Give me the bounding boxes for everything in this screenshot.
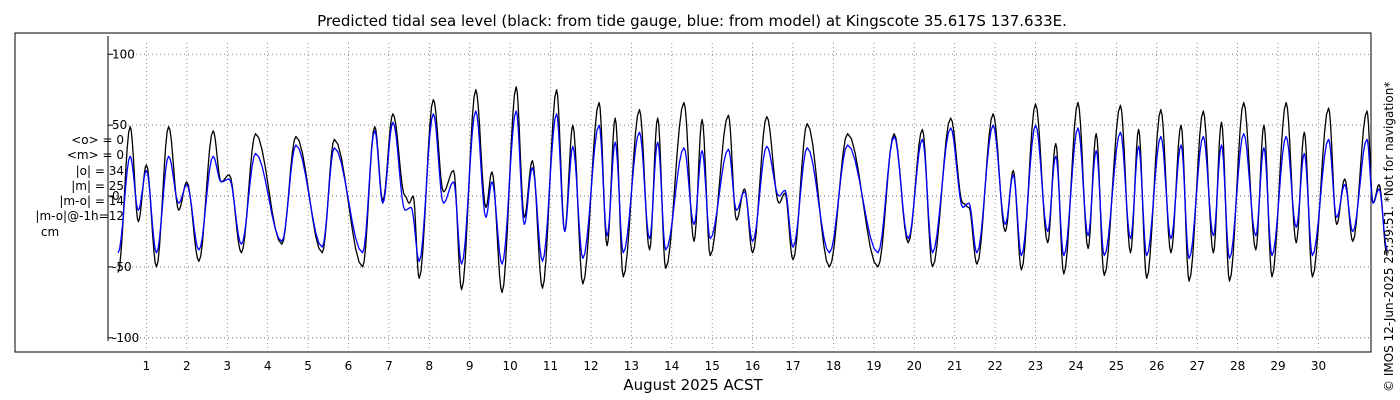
x-tick-label: 9 [466, 359, 474, 373]
x-tick-label: 2 [183, 359, 191, 373]
x-tick-label: 7 [385, 359, 393, 373]
y-tick-label: -100 [112, 331, 139, 345]
x-tick-label: 18 [826, 359, 841, 373]
x-axis-label: August 2025 ACST [623, 376, 763, 394]
stat-abs-diff: |m-o| = 14 [59, 194, 124, 209]
x-tick-label: 30 [1311, 359, 1326, 373]
x-tick-label: 25 [1109, 359, 1124, 373]
x-tick-label: 20 [907, 359, 922, 373]
x-tick-label: 21 [947, 359, 962, 373]
chart-title: Predicted tidal sea level (black: from t… [317, 12, 1067, 30]
x-tick-label: 24 [1068, 359, 1083, 373]
x-tick-label: 17 [785, 359, 800, 373]
series-line-model [117, 110, 1388, 265]
x-tick-label: 14 [664, 359, 679, 373]
x-tick-label: 8 [425, 359, 433, 373]
stat-abs-diff-lag: |m-o|@-1h=12 [35, 209, 124, 224]
x-tick-label: 27 [1190, 359, 1205, 373]
x-tick-label: 28 [1230, 359, 1245, 373]
x-axis: 1 2 3 4 5 6 7 8 9 10 11 12 13 14 15 16 17 18 19 20 21 22 23 24 2… [143, 359, 1327, 373]
y-tick-label: 0 [112, 189, 120, 203]
plot-frame [14, 32, 1372, 353]
x-tick-label: 3 [223, 359, 231, 373]
stat-mean-model: <m> = 0 [66, 148, 124, 163]
y-tick-label: 100 [112, 47, 135, 61]
y-axis: 100 50 0 -50 -100 [107, 36, 139, 345]
copyright-notice: © IMOS 12-Jun-2025 23:39:51. *Not for na… [1382, 81, 1396, 392]
series-lines [117, 86, 1388, 294]
y-tick-label: 50 [112, 118, 127, 132]
stats-panel: <o> = 0 <m> = 0 |o| = 34 |m| = 25 |m-o| … [0, 133, 124, 240]
x-tick-label: 4 [264, 359, 272, 373]
x-tick-label: 13 [624, 359, 639, 373]
grid [108, 43, 1371, 352]
x-tick-label: 26 [1149, 359, 1164, 373]
stat-abs-model: |m| = 25 [71, 178, 124, 193]
y-tick-label: -50 [112, 260, 132, 274]
x-tick-label: 15 [705, 359, 720, 373]
stat-mean-obs: <o> = 0 [71, 133, 124, 147]
x-tick-label: 19 [866, 359, 881, 373]
x-tick-label: 1 [143, 359, 151, 373]
x-tick-label: 23 [1028, 359, 1043, 373]
x-tick-label: 12 [583, 359, 598, 373]
stat-abs-obs: |o| = 34 [75, 163, 124, 178]
x-tick-label: 11 [543, 359, 558, 373]
x-tick-label: 29 [1270, 359, 1285, 373]
x-tick-label: 22 [987, 359, 1002, 373]
stat-unit: cm [40, 224, 60, 239]
x-tick-label: 5 [304, 359, 312, 373]
x-tick-label: 16 [745, 359, 760, 373]
x-tick-label: 6 [345, 359, 353, 373]
x-tick-label: 10 [502, 359, 517, 373]
